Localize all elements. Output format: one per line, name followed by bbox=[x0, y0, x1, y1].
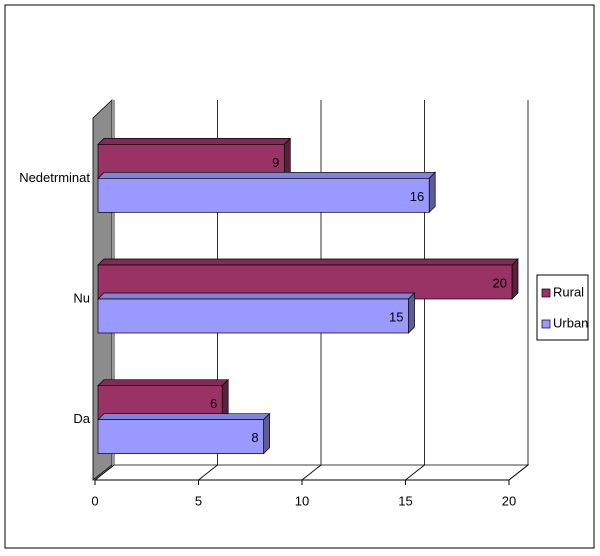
bar-face bbox=[97, 419, 264, 455]
grid-line bbox=[301, 100, 322, 481]
y-tick-label: Nedetrminat bbox=[19, 170, 90, 185]
legend-label: Urban bbox=[553, 315, 588, 330]
x-tick-label: 5 bbox=[195, 493, 202, 508]
x-tick-label: 15 bbox=[398, 493, 412, 508]
bar-top bbox=[97, 171, 437, 179]
grid-line bbox=[508, 100, 529, 481]
x-tick-label: 10 bbox=[295, 493, 309, 508]
bar bbox=[97, 292, 416, 334]
bar-top bbox=[97, 379, 230, 387]
bar-side bbox=[263, 412, 270, 455]
bar-face bbox=[97, 298, 409, 334]
legend-label: Rural bbox=[553, 284, 584, 299]
y-tick-label: Nu bbox=[73, 290, 90, 305]
bar bbox=[97, 171, 437, 214]
bar-side bbox=[428, 171, 436, 214]
legend-swatch bbox=[541, 319, 551, 329]
bar-side bbox=[511, 258, 519, 300]
data-label: 9 bbox=[272, 155, 279, 170]
x-tick-label: 20 bbox=[502, 493, 516, 508]
bar bbox=[97, 412, 271, 455]
data-label: 20 bbox=[493, 275, 507, 290]
data-label: 15 bbox=[389, 309, 403, 324]
bar-top bbox=[97, 137, 292, 145]
bar-face bbox=[97, 177, 430, 213]
plot: 0 5 10 15 20 Nedetrminat 9 16 Nu 20 15 Da 6 8 Rural Urb… bbox=[19, 100, 588, 508]
bar bbox=[97, 258, 519, 300]
data-label: 16 bbox=[410, 189, 424, 204]
grid-line bbox=[198, 100, 218, 481]
grid-line bbox=[94, 100, 115, 481]
x-tick-label: 0 bbox=[91, 493, 98, 508]
data-label: 8 bbox=[251, 430, 258, 445]
legend-box bbox=[536, 274, 589, 341]
grid-line bbox=[405, 100, 425, 481]
legend-swatch bbox=[541, 288, 551, 298]
bar-top bbox=[97, 413, 271, 421]
bar-side bbox=[408, 292, 415, 334]
bar-top bbox=[97, 258, 519, 266]
y-tick-label: Da bbox=[73, 411, 90, 426]
bar-top bbox=[97, 292, 416, 300]
data-label: 6 bbox=[210, 396, 217, 411]
